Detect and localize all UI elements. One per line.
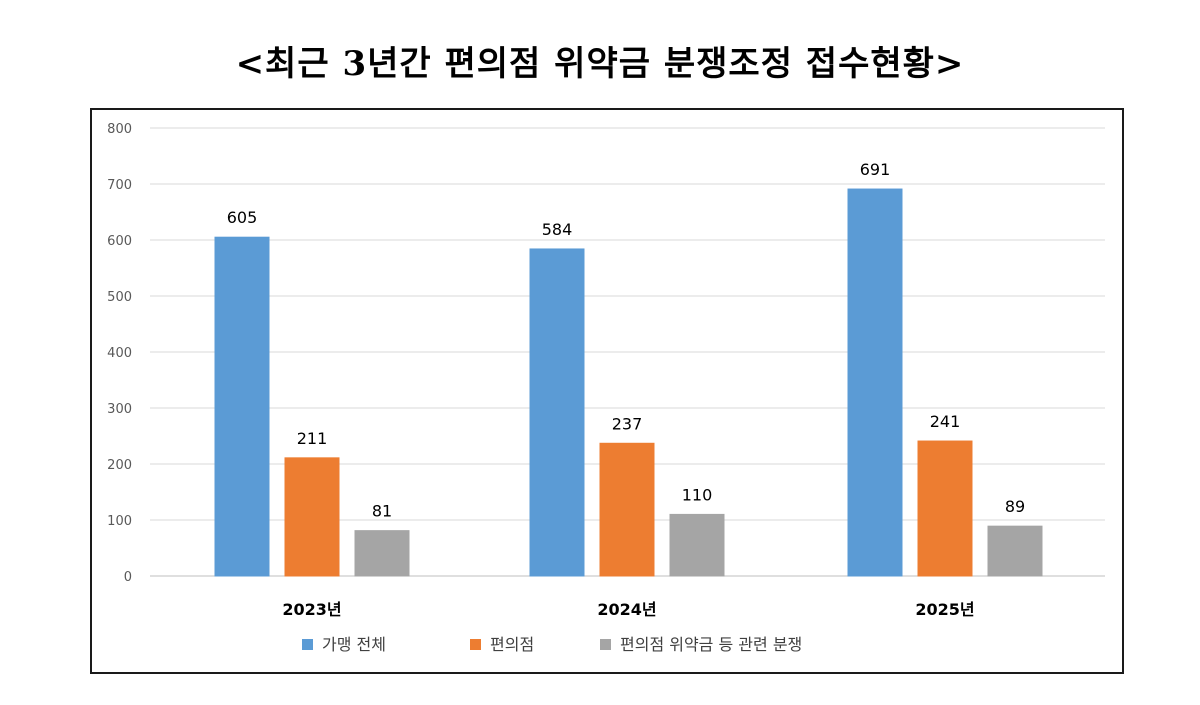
y-tick-label: 600 [107,234,132,249]
data-label: 605 [227,208,258,227]
data-label: 211 [297,429,328,448]
legend-entry: 편의점 위약금 등 관련 분쟁 [620,635,802,654]
data-label: 89 [1005,497,1025,516]
data-label: 237 [612,414,643,433]
bar [987,525,1043,577]
data-label: 691 [860,160,891,179]
legend-entry: 편의점 [490,635,534,654]
chart-frame [90,108,1124,674]
y-tick-label: 400 [107,346,132,361]
data-label: 241 [930,412,961,431]
x-category-label: 2024년 [597,600,656,619]
y-tick-label: 0 [124,570,132,585]
data-label: 81 [372,502,392,521]
data-label: 584 [542,220,573,239]
legend-swatch [470,639,481,650]
bar [214,236,270,577]
bar [917,440,973,577]
bar [847,188,903,577]
y-tick-label: 700 [107,178,132,193]
legend-swatch [302,639,313,650]
bar [354,530,410,577]
bar [284,457,340,577]
chart-title: <최근 3년간 편의점 위약금 분쟁조정 접수현황> [235,44,965,84]
bar [669,513,725,577]
y-tick-label: 500 [107,290,132,305]
y-tick-label: 300 [107,402,132,417]
data-label: 110 [682,485,713,504]
x-category-label: 2023년 [282,600,341,619]
legend-swatch [600,639,611,650]
x-category-label: 2025년 [915,600,974,619]
y-tick-label: 200 [107,458,132,473]
bar [529,248,585,577]
y-tick-label: 800 [107,122,132,137]
legend-entry: 가맹 전체 [322,635,386,654]
y-tick-label: 100 [107,514,132,529]
bar [599,442,655,577]
